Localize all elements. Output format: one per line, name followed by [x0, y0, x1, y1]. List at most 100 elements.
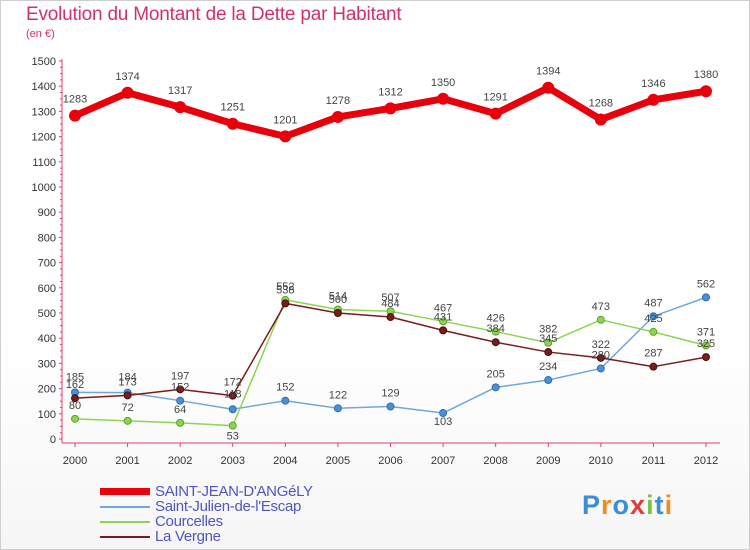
- data-point: [489, 107, 502, 120]
- data-point: [439, 409, 448, 418]
- data-point: [331, 110, 344, 123]
- data-label: 371: [697, 327, 715, 339]
- data-point: [491, 338, 500, 347]
- chart-subtitle: (en €): [26, 28, 55, 40]
- logo-letter: o: [612, 490, 631, 520]
- legend-swatch-la-vergne: [100, 536, 150, 538]
- data-point: [544, 376, 553, 385]
- logo-letter: t: [654, 490, 665, 520]
- data-point: [281, 396, 290, 405]
- y-tick-label: 200: [38, 384, 56, 396]
- x-tick-label: 2009: [536, 455, 560, 467]
- data-point: [384, 102, 397, 115]
- x-tick-label: 2010: [589, 455, 613, 467]
- legend-item-courcelles: Courcelles: [100, 513, 400, 530]
- y-tick-label: 700: [38, 258, 56, 270]
- data-point: [176, 385, 185, 394]
- data-label: 152: [171, 382, 189, 394]
- data-label: 345: [539, 333, 557, 345]
- data-label: 234: [539, 361, 557, 373]
- y-tick-label: 600: [38, 283, 56, 295]
- data-point: [228, 405, 237, 414]
- data-label: 172: [224, 377, 242, 389]
- y-tick-label: 1500: [32, 56, 56, 68]
- data-label: 184: [118, 372, 136, 384]
- data-label: 280: [592, 349, 610, 361]
- data-point: [333, 404, 342, 413]
- data-label: 129: [381, 387, 399, 399]
- logo-letter: r: [601, 490, 613, 520]
- legend: SAINT-JEAN-D'ANGéLY Saint-Julien-de-l'Es…: [100, 483, 400, 545]
- data-point: [649, 362, 658, 371]
- data-point: [596, 315, 605, 324]
- y-tick-label: 1100: [32, 157, 56, 169]
- logo-letter: P: [582, 490, 602, 520]
- data-point: [439, 326, 448, 335]
- y-tick-label: 1300: [32, 106, 56, 118]
- data-label: 152: [276, 382, 294, 394]
- data-label: 507: [381, 292, 399, 304]
- data-point: [279, 130, 292, 143]
- y-tick-label: 300: [38, 358, 56, 370]
- y-tick-label: 1200: [32, 132, 56, 144]
- data-label: 514: [329, 290, 347, 302]
- data-label: 425: [644, 313, 662, 325]
- data-point: [491, 327, 500, 336]
- legend-label-saint-jean: SAINT-JEAN-D'ANGéLY: [155, 483, 313, 500]
- x-tick-label: 2002: [168, 455, 192, 467]
- data-point: [437, 92, 450, 105]
- data-label: 1283: [63, 94, 87, 106]
- data-label: 80: [69, 400, 81, 412]
- data-point: [228, 391, 237, 400]
- data-label: 205: [486, 368, 504, 380]
- data-point: [71, 414, 79, 423]
- data-label: 1312: [378, 86, 402, 98]
- data-label: 53: [227, 431, 239, 443]
- logo-letter: i: [664, 490, 674, 520]
- logo-letter: i: [646, 490, 655, 520]
- x-tick-label: 2006: [378, 455, 402, 467]
- data-point: [121, 86, 134, 99]
- y-tick-label: 400: [38, 333, 56, 345]
- data-label: 384: [486, 323, 504, 335]
- data-label: 1251: [221, 102, 245, 114]
- data-point: [123, 416, 132, 425]
- data-label: 1278: [326, 95, 350, 107]
- data-label: 431: [434, 311, 452, 323]
- data-label: 185: [66, 371, 84, 383]
- data-point: [226, 117, 239, 130]
- x-tick-label: 2007: [431, 455, 455, 467]
- data-point: [649, 312, 658, 321]
- legend-label-la-vergne: La Vergne: [155, 528, 221, 545]
- data-label: 64: [174, 404, 186, 416]
- data-point: [176, 396, 185, 405]
- legend-label-courcelles: Courcelles: [155, 513, 223, 530]
- legend-swatch-saint-julien: [100, 506, 150, 508]
- data-label: 562: [697, 278, 715, 290]
- data-label: 467: [434, 302, 452, 314]
- y-tick-label: 500: [38, 308, 56, 320]
- y-tick-label: 1400: [32, 81, 56, 93]
- data-point: [702, 293, 710, 302]
- x-tick-label: 2001: [115, 455, 139, 467]
- chart-title: Evolution du Montant de la Dette par Hab…: [26, 4, 402, 25]
- data-point: [596, 353, 605, 362]
- data-point: [386, 402, 395, 411]
- data-point: [228, 421, 237, 430]
- data-point: [594, 113, 607, 126]
- data-point: [71, 394, 79, 403]
- data-point: [647, 93, 660, 106]
- legend-label-saint-julien: Saint-Julien-de-l'Escap: [155, 498, 302, 515]
- data-label: 1350: [431, 77, 455, 89]
- data-label: 287: [644, 348, 662, 360]
- data-label: 382: [539, 324, 557, 336]
- data-label: 1268: [589, 97, 613, 109]
- data-point: [176, 418, 185, 427]
- x-tick-label: 2004: [273, 455, 297, 467]
- data-label: 1317: [168, 85, 192, 97]
- data-label: 122: [329, 389, 347, 401]
- data-point: [544, 338, 553, 347]
- legend-item-saint-julien: Saint-Julien-de-l'Escap: [100, 498, 400, 515]
- data-label: 1380: [694, 69, 718, 81]
- data-label: 1201: [273, 114, 297, 126]
